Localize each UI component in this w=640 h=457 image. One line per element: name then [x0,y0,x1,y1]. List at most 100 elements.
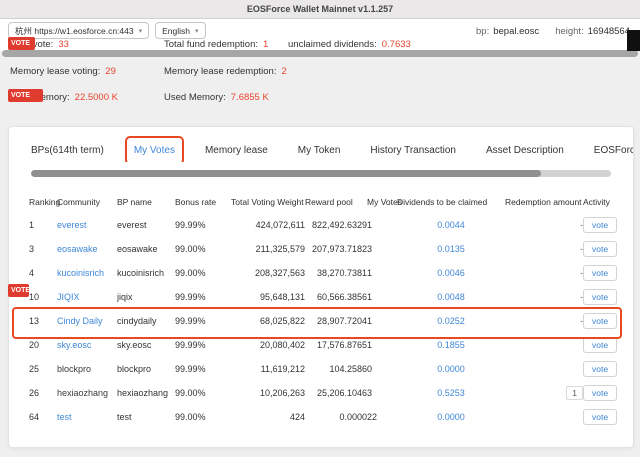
vote-badge[interactable]: VOTE [8,37,35,50]
cell-reward-pool: 38,270.7381 [316,268,367,278]
stat-value: 2 [281,66,287,77]
cell-my-votes: 1 [367,220,373,230]
tab-bps-term[interactable]: BPs(614th term) [31,145,104,156]
col-header-activity: Activity [583,197,610,207]
cell-redemption: - [580,268,583,278]
tabs-scrollbar[interactable] [31,170,611,177]
scrollbar-thumb[interactable] [31,170,542,177]
tab-history-transaction[interactable]: History Transaction [370,145,456,156]
table-row: 10 JIQIX jiqix 99.99% 95,648,131 60,566.3856 1… [29,285,629,309]
cell-bp-name: test [117,412,132,422]
cell-my-votes: 3 [367,388,373,398]
cell-bp-name: eosawake [117,244,158,254]
cell-my-votes: 3 [367,244,373,254]
node-select[interactable]: 杭州 https://w1.eosforce.cn:443 ▾ [8,22,150,39]
vote-button[interactable]: vote [583,385,618,401]
stat-value: 7.6855 K [230,92,269,103]
cell-ranking: 1 [29,220,35,230]
cell-bp-name: hexiaozhang [117,388,169,398]
cell-dividends[interactable]: 0.0135 [437,244,465,254]
cell-my-votes: 1 [367,316,373,326]
cell-community[interactable]: kucoinisrich [57,268,105,278]
cell-bp-name: kucoinisrich [117,268,165,278]
cell-dividends[interactable]: 0.0048 [437,292,465,302]
cell-bonus-rate: 99.00% [175,388,206,398]
cell-reward-pool: 0.0000 [339,412,367,422]
bp-value: bepal.eosc [493,26,540,37]
stat-value: 29 [105,66,116,77]
cell-ranking: 20 [29,340,40,350]
col-header-redemption-amount: Redemption amount [505,197,582,207]
cell-community[interactable]: JIQIX [57,292,80,302]
col-header-ranking: Ranking [29,197,61,207]
cell-total-voting-weight: 95,648,131 [259,292,305,302]
cell-dividends[interactable]: 0.0000 [437,364,465,374]
cell-bonus-rate: 99.99% [175,316,206,326]
vote-button[interactable]: vote [583,241,618,257]
cell-dividends[interactable]: 0.0000 [437,412,465,422]
cell-reward-pool: 25,206.1046 [316,388,367,398]
col-header-my-votes: My Votes [367,197,402,207]
node-select-value: 杭州 https://w1.eosforce.cn:443 [15,25,134,36]
node-status: bp: bepal.eosc height: 16948564 [476,26,630,37]
stat-label: unclaimed dividends: [288,39,377,50]
tab-memory-lease[interactable]: Memory lease [204,145,268,156]
table-row: 25 blockpro blockpro 99.99% 11,619,212 104.25… [29,357,629,381]
cell-dividends[interactable]: 0.0044 [437,220,465,230]
cell-redemption [505,405,583,429]
height-label: height: [555,26,584,37]
cell-community[interactable]: test [57,412,72,422]
table-row: 1 everest everest 99.99% 424,072,611 822,492.… [29,213,629,237]
cell-ranking: 3 [29,244,35,254]
cell-activity: vote [583,357,629,381]
vote-badge[interactable]: VOTE [8,284,29,297]
cell-reward-pool: 60,566.3856 [316,292,367,302]
col-header-bonus-rate: Bonus rate [175,197,217,207]
cell-community[interactable]: eosawake [57,244,98,254]
vote-button[interactable]: vote [583,337,618,353]
cell-community[interactable]: Cindy Daily [57,316,103,326]
cell-bp-name: blockpro [117,364,152,374]
stat-value: 33 [58,39,69,50]
stat-label: Used Memory: [164,92,226,103]
tab-eosforce[interactable]: EOSForce [593,145,633,156]
vote-button[interactable]: vote [583,409,618,425]
cell-community[interactable]: sky.eosc [57,340,92,350]
cell-ranking: 25 [29,364,40,374]
tab-asset-description[interactable]: Asset Description [485,145,564,156]
cell-dividends[interactable]: 0.0046 [437,268,465,278]
vote-button[interactable]: vote [583,265,618,281]
tab-my-token[interactable]: My Token [297,145,341,156]
tab-my-votes[interactable]: My Votes [124,136,184,162]
window-title-bar: EOSForce Wallet Mainnet v1.1.257 [0,0,640,19]
cell-redemption [505,333,583,357]
cell-my-votes: 1 [367,292,373,302]
stat-value: 22.5000 K [74,92,118,103]
cell-activity: vote [583,405,629,429]
cell-ranking: 4 [29,268,35,278]
cell-dividends[interactable]: 0.5253 [437,388,465,398]
table-header-row: Ranking Community BP name Bonus rate Tot… [29,191,629,213]
vote-badge[interactable]: VOTE [8,89,43,102]
col-header-dividends: Dividends to be claimed [397,197,488,207]
chevron-down-icon: ▾ [138,27,143,35]
vote-button[interactable]: vote [583,313,618,329]
cell-activity: vote [583,261,629,285]
vote-button[interactable]: vote [583,289,618,305]
cell-community[interactable]: everest [57,220,87,230]
toolbar: 杭州 https://w1.eosforce.cn:443 ▾ English … [8,22,206,39]
table-row: 26 hexiaozhang hexiaozhang 99.00% 10,206,263… [29,381,629,405]
vote-button[interactable]: vote [583,361,618,377]
cell-dividends[interactable]: 0.0252 [437,316,465,326]
cell-dividends[interactable]: 0.1855 [437,340,465,350]
language-select[interactable]: English ▾ [155,22,206,39]
bp-status: bp: bepal.eosc [476,26,539,37]
vote-button[interactable]: vote [583,217,618,233]
cell-my-votes: 1 [367,268,373,278]
cell-total-voting-weight: 208,327,563 [254,268,305,278]
cell-ranking: 13 [29,316,40,326]
cell-bonus-rate: 99.00% [175,412,206,422]
height-status: height: 16948564 [555,26,630,37]
cell-redemption: - [580,316,583,326]
cell-redemption [505,357,583,381]
